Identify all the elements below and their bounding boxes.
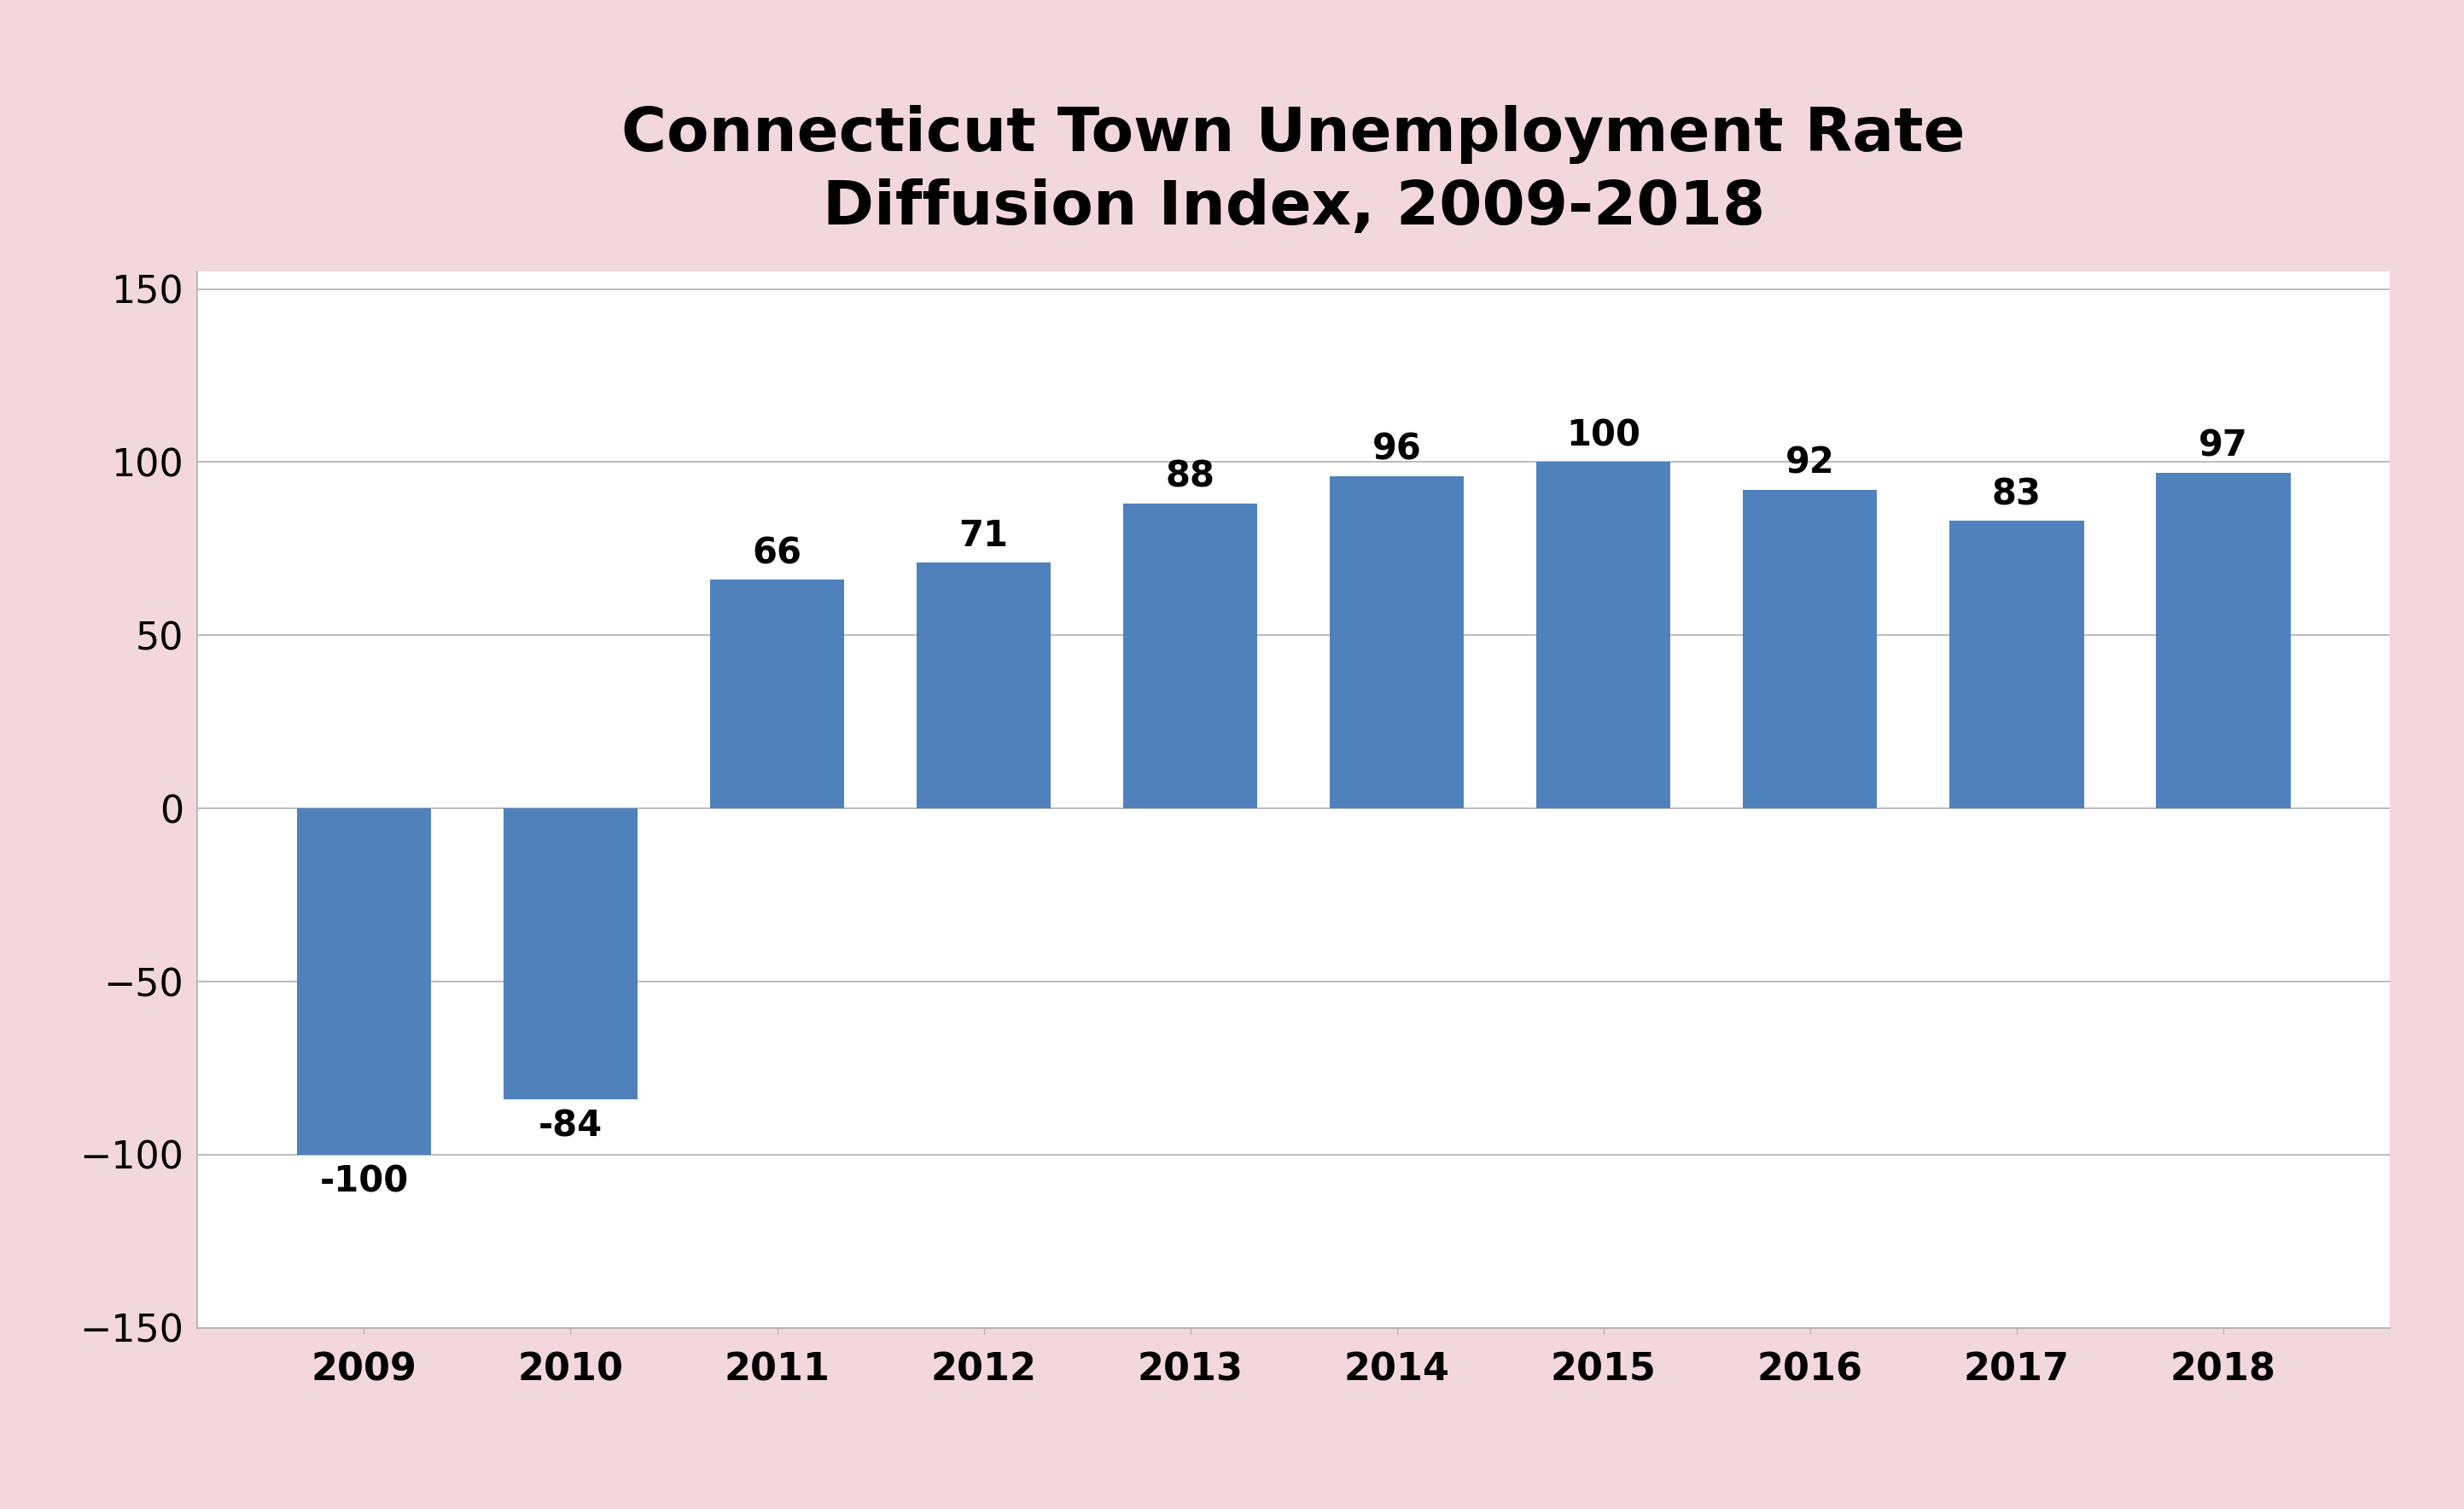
Text: 97: 97: [2198, 429, 2247, 463]
Bar: [917, 563, 1050, 809]
Bar: [710, 579, 845, 809]
Text: -84: -84: [540, 1108, 604, 1144]
Title: Connecticut Town Unemployment Rate
Diffusion Index, 2009-2018: Connecticut Town Unemployment Rate Diffu…: [621, 106, 1966, 237]
Text: 66: 66: [752, 536, 801, 572]
Bar: [1742, 490, 1878, 809]
Bar: [503, 809, 638, 1100]
Bar: [1538, 462, 1671, 809]
Bar: [1124, 504, 1257, 809]
Bar: [1331, 475, 1464, 809]
Bar: [2156, 472, 2292, 809]
Text: -100: -100: [320, 1163, 409, 1200]
Bar: [296, 809, 431, 1154]
Text: 92: 92: [1786, 445, 1836, 481]
Text: 96: 96: [1372, 432, 1422, 468]
Text: 88: 88: [1165, 459, 1215, 495]
Text: 71: 71: [958, 518, 1008, 554]
Text: 100: 100: [1567, 418, 1641, 453]
Text: 83: 83: [1991, 477, 2040, 513]
Bar: [1949, 521, 2085, 809]
